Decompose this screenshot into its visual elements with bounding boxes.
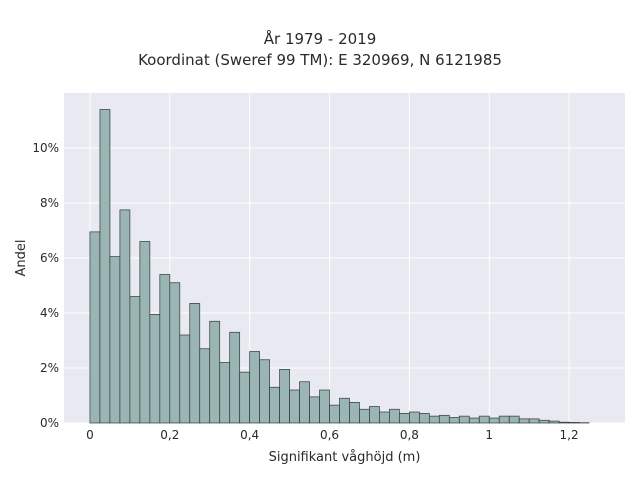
histogram-bar <box>119 209 131 424</box>
histogram-bar <box>548 420 560 424</box>
x-tick-labels: 0 0,2 0,4 0,6 0,8 1 1,2 <box>86 428 579 442</box>
histogram-bar <box>448 417 460 424</box>
histogram-bar <box>478 415 490 424</box>
histogram-bar <box>419 413 430 424</box>
histogram-bar <box>568 422 580 424</box>
histogram-bar <box>229 331 241 424</box>
histogram-bar <box>99 109 111 424</box>
chart-title: År 1979 - 2019 <box>263 30 377 48</box>
histogram-bar <box>169 282 181 424</box>
histogram-bar <box>558 421 570 424</box>
histogram-bar <box>289 389 300 424</box>
y-tick-label: 10% <box>32 141 59 155</box>
histogram-bar <box>498 415 510 424</box>
histogram-bar <box>399 413 410 424</box>
histogram-bar <box>239 371 251 424</box>
histogram-bar <box>309 396 320 424</box>
histogram-bar <box>249 351 261 424</box>
histogram-bar <box>179 334 191 424</box>
histogram-bar <box>349 402 360 424</box>
chart-subtitle: Koordinat (Sweref 99 TM): E 320969, N 61… <box>138 51 502 69</box>
histogram-bar <box>319 389 330 424</box>
x-tick-label: 1,2 <box>560 428 579 442</box>
x-tick-label: 0,8 <box>400 428 419 442</box>
histogram-bar <box>389 408 400 424</box>
histogram-bar <box>139 241 151 424</box>
histogram-bar <box>279 369 290 424</box>
histogram-bar <box>189 303 201 424</box>
histogram-bar <box>528 418 540 424</box>
histogram-bar <box>508 415 520 424</box>
histogram-bar <box>209 320 221 424</box>
y-tick-label: 8% <box>40 196 59 210</box>
histogram-bar <box>149 314 161 424</box>
histogram-bar <box>518 418 530 424</box>
histogram-bar <box>428 415 440 424</box>
x-tick-label: 0,4 <box>240 428 259 442</box>
histogram-bar <box>458 415 470 424</box>
y-tick-labels: 0% 2% 4% 6% 8% 10% <box>32 141 59 430</box>
histogram-bar <box>109 256 121 424</box>
y-tick-label: 4% <box>40 306 59 320</box>
histogram-bar <box>89 231 101 424</box>
histogram-bar <box>488 417 500 424</box>
histogram-bar <box>299 381 310 424</box>
y-tick-label: 2% <box>40 361 59 375</box>
x-tick-label: 1 <box>485 428 493 442</box>
y-axis-label: Andel <box>14 240 29 277</box>
histogram-bar <box>468 417 480 424</box>
histogram-bar <box>359 408 370 424</box>
histogram-bar <box>219 362 231 424</box>
histogram-bar <box>259 359 270 424</box>
histogram-bar <box>199 348 211 424</box>
x-tick-label: 0 <box>86 428 94 442</box>
histogram-bars <box>89 109 590 424</box>
histogram-bar <box>329 404 340 424</box>
histogram-bar <box>269 386 280 424</box>
x-axis-label: Signifikant våghöjd (m) <box>269 450 421 465</box>
histogram-bar <box>369 406 380 424</box>
x-tick-label: 0,6 <box>320 428 339 442</box>
histogram-bar <box>409 411 420 424</box>
histogram-bar <box>129 296 141 424</box>
histogram-bar <box>159 274 171 424</box>
histogram-bar <box>339 397 350 424</box>
y-tick-label: 6% <box>40 251 59 265</box>
histogram-bar <box>379 411 390 424</box>
y-tick-label: 0% <box>40 416 59 430</box>
x-tick-label: 0,2 <box>160 428 179 442</box>
histogram-bar <box>538 419 550 424</box>
histogram-bar <box>438 414 450 424</box>
